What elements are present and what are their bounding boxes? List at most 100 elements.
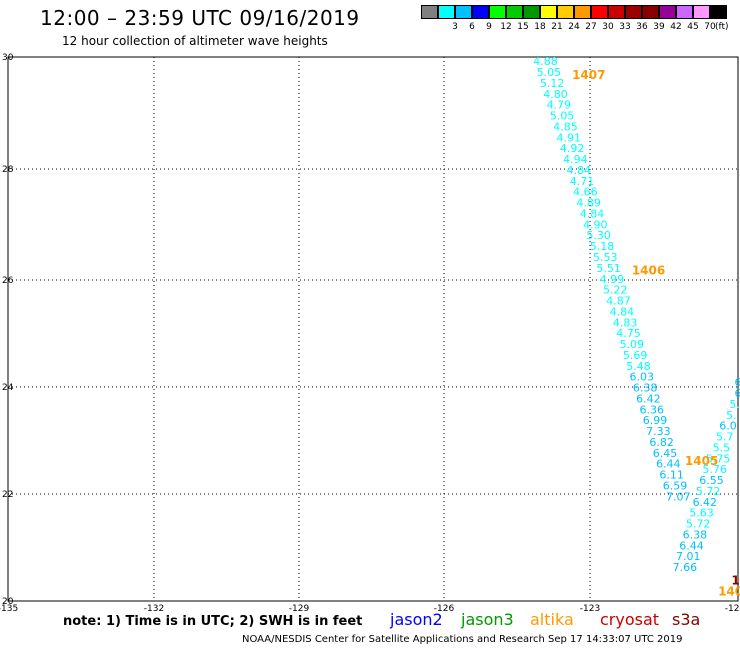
longitude-tick-label: -129: [289, 604, 310, 614]
wave-height-value: 5.: [729, 398, 740, 411]
footer-credit: NOAA/NESDIS Center for Satellite Applica…: [242, 634, 683, 645]
wave-height-value: 5.12: [540, 77, 565, 90]
pass-time-label: 1407: [572, 68, 605, 82]
longitude-tick-label: -132: [144, 604, 164, 614]
legend-swatch: [710, 5, 727, 19]
legend-swatch: [659, 5, 676, 19]
longitude-tick-label: -124: [725, 604, 740, 614]
legend-swatch-label: 45: [687, 22, 699, 32]
legend-swatch: [421, 5, 438, 19]
wave-height-value: 5.63: [689, 507, 714, 520]
wave-height-value: 6.36: [639, 403, 664, 416]
wave-height-value: 6.82: [649, 436, 674, 449]
wave-height-value: 6.44: [656, 458, 681, 471]
satellite-name: cryosat: [600, 610, 660, 629]
wave-height-value: 5.72: [696, 485, 721, 498]
wave-height-value: 4.84: [566, 164, 591, 177]
legend-swatch-label: 27: [585, 22, 597, 32]
wave-height-value: 6.42: [693, 496, 718, 509]
wave-height-value: 6.11: [659, 469, 684, 482]
legend-swatch-label: 3: [452, 22, 458, 32]
legend-swatch: [574, 5, 591, 19]
wave-height-value: 6.59: [663, 479, 688, 492]
wave-height-value: 5.30: [586, 229, 611, 242]
legend-swatch: [438, 5, 455, 19]
wave-height-value: 7.66: [673, 561, 698, 574]
note-text: note: 1) Time is in UTC; 2) SWH is in fe…: [63, 614, 363, 629]
wave-height-value: 4.85: [553, 120, 578, 133]
wave-height-value: 5.05: [550, 110, 575, 123]
latitude-tick-label: 26: [2, 276, 14, 286]
legend-swatch-label: 15: [517, 22, 529, 32]
wave-height-value: 5.05: [537, 66, 562, 79]
wave-height-value: 4.94: [563, 153, 588, 166]
wave-height-value: 4.79: [547, 99, 572, 112]
satellite-name: jason2: [390, 610, 443, 629]
legend-swatch-label: 42: [670, 22, 682, 32]
legend-swatch-label: 30: [602, 22, 614, 32]
legend-swatch-label: 70: [704, 22, 716, 32]
legend-swatch-label: 6: [469, 22, 475, 32]
wave-height-value: 4.87: [606, 295, 631, 308]
legend-swatch: [540, 5, 557, 19]
wave-height-value: 5.5: [713, 441, 731, 454]
legend-swatch: [557, 5, 574, 19]
wave-height-value: 6.44: [679, 539, 704, 552]
wave-height-value: 4.84: [610, 305, 635, 318]
pass-time-label: 1405: [685, 454, 718, 468]
wave-height-value: 6.03: [630, 371, 655, 384]
legend-swatch: [455, 5, 472, 19]
wave-height-value: 6.0: [719, 420, 737, 433]
legend-swatch: [472, 5, 489, 19]
legend-swatch: [676, 5, 693, 19]
legend-swatch-label: 39: [653, 22, 665, 32]
latitude-tick-label: 24: [2, 383, 14, 393]
wave-height-value: 4.92: [560, 142, 585, 155]
wave-height-value: 5.7: [716, 431, 734, 444]
latitude-tick-label: 30: [2, 53, 14, 63]
wave-height-value: 4.99: [600, 273, 625, 286]
legend-swatch-label: 36: [636, 22, 648, 32]
wave-height-value: 5.53: [593, 251, 618, 264]
wave-height-value: 6.38: [633, 382, 658, 395]
wave-height-value: 4.91: [557, 131, 582, 144]
wave-height-value: 4.80: [543, 88, 568, 101]
satellite-name: s3a: [672, 610, 701, 629]
wave-height-value: 4.71: [570, 175, 595, 188]
legend-swatch-label: 24: [568, 22, 580, 32]
page-title: 12:00 – 23:59 UTC 09/16/2019: [40, 6, 360, 30]
wave-height-value: 4.84: [580, 207, 605, 220]
wave-height-value: 4.75: [616, 327, 641, 340]
wave-height-value: 4.89: [576, 197, 601, 210]
wave-height-value: 6: [735, 387, 740, 400]
page-subtitle: 12 hour collection of altimeter wave hei…: [62, 34, 328, 48]
longitude-tick-label: -126: [434, 604, 455, 614]
wave-height-value: 5.: [726, 409, 737, 422]
satellite-name: altika: [530, 610, 574, 629]
latitude-tick-label: 22: [2, 490, 13, 500]
wave-height-value: 4.83: [613, 316, 638, 329]
wave-height-value: 6.99: [643, 414, 668, 427]
legend-swatch-label: 21: [551, 22, 563, 32]
wave-height-value: 4.90: [583, 218, 608, 231]
wave-height-value: 6.42: [636, 392, 661, 405]
latitude-tick-label: 28: [2, 165, 14, 175]
wave-height-value: 5.75: [706, 452, 731, 465]
wave-height-value: 6: [735, 376, 740, 389]
longitude-tick-label: -123: [580, 604, 600, 614]
wave-height-value: 6.55: [699, 474, 724, 487]
legend-unit: (ft): [715, 22, 729, 32]
legend-swatch-label: 18: [534, 22, 546, 32]
wave-height-value: 5.76: [703, 463, 728, 476]
pass-time-label: 18: [731, 574, 740, 588]
wave-height-value: 5.22: [603, 284, 628, 297]
wave-height-value: 5.72: [686, 518, 711, 531]
longitude-tick-label: -135: [0, 604, 18, 614]
legend-swatch-label: 12: [500, 22, 512, 32]
pass-time-label: 1406: [632, 264, 665, 278]
wave-height-value: 6.45: [653, 447, 678, 460]
legend-swatch: [608, 5, 625, 19]
legend-swatch: [625, 5, 642, 19]
legend-swatch: [591, 5, 608, 19]
